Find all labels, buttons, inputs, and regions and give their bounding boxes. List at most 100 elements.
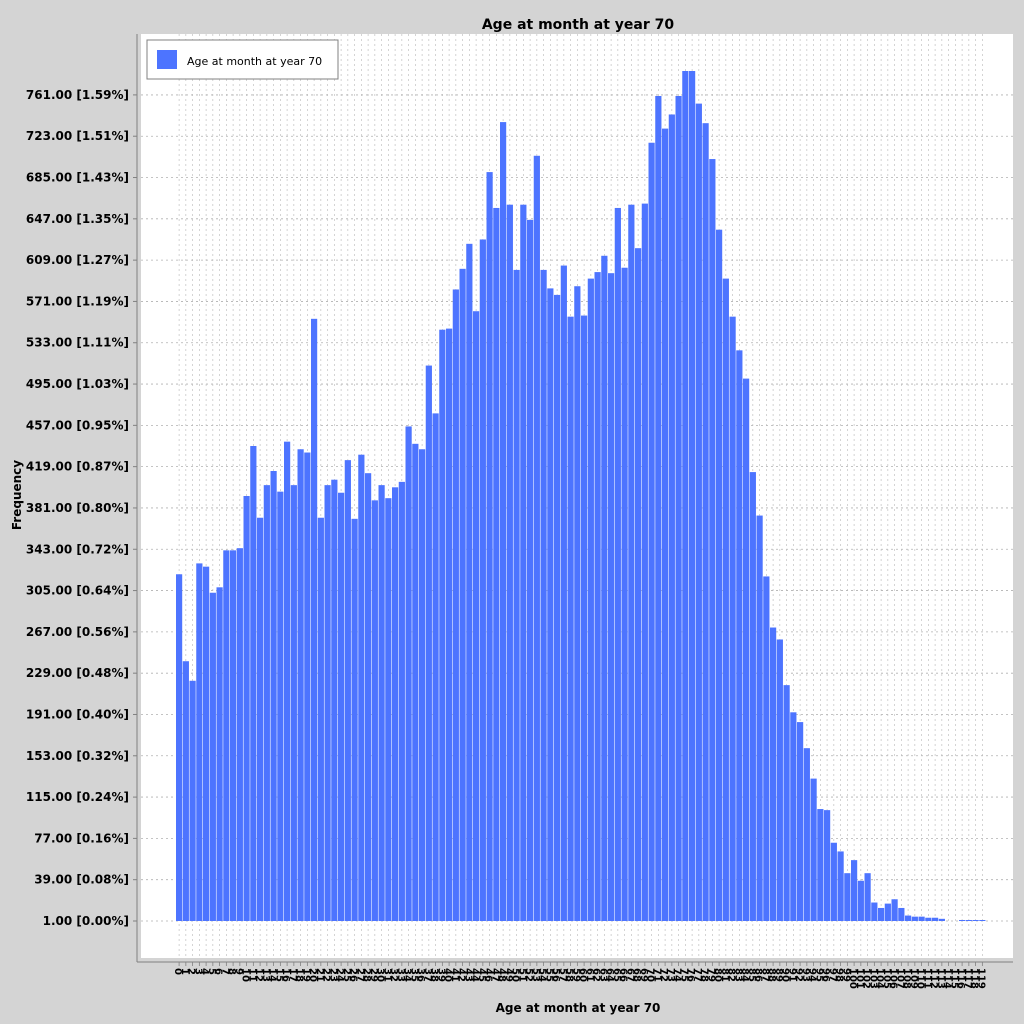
- x-tick-label: 36: [415, 968, 426, 982]
- y-tick-label: 609.00 [1.27%]: [26, 253, 129, 267]
- y-tick-label: 343.00 [0.72%]: [26, 542, 129, 556]
- x-tick-label: 62: [591, 968, 602, 982]
- bar-109: [911, 916, 918, 921]
- bar-86: [756, 515, 763, 921]
- y-tick-label: 39.00 [0.08%]: [34, 873, 129, 887]
- bar-36: [419, 449, 426, 921]
- bar-82: [729, 316, 736, 921]
- bar-56: [554, 294, 561, 921]
- bar-39: [439, 329, 446, 921]
- bar-107: [898, 907, 905, 921]
- bar-71: [655, 96, 662, 921]
- x-tick-label: 114: [942, 968, 953, 989]
- bar-84: [743, 378, 750, 921]
- x-tick-label: 93: [800, 968, 811, 982]
- x-tick-label: 37: [422, 968, 433, 982]
- x-tick-label: 99: [840, 968, 851, 982]
- bar-73: [668, 114, 675, 921]
- bar-101: [857, 880, 864, 921]
- bar-119: [979, 920, 986, 921]
- bar-91: [790, 712, 797, 921]
- x-tick-label: 91: [786, 968, 797, 982]
- x-tick-label: 7: [219, 968, 230, 975]
- y-tick-label: 457.00 [0.95%]: [26, 418, 129, 432]
- x-tick-label: 106: [888, 968, 899, 989]
- x-tick-label: 30: [375, 968, 386, 982]
- x-tick-label: 26: [348, 968, 359, 982]
- x-tick-label: 20: [307, 968, 318, 982]
- x-tick-label: 28: [361, 968, 372, 982]
- bar-13: [263, 485, 270, 921]
- bar-45: [479, 239, 486, 921]
- x-tick-label: 53: [530, 968, 541, 982]
- y-tick-label: 495.00 [1.03%]: [26, 377, 129, 391]
- bar-74: [675, 96, 682, 921]
- x-tick-label: 11: [246, 968, 257, 982]
- x-tick-label: 51: [516, 968, 527, 982]
- x-tick-label: 113: [935, 968, 946, 989]
- bar-23: [331, 479, 338, 921]
- y-tick-label: 153.00 [0.32%]: [26, 749, 129, 763]
- x-tick-label: 10: [240, 968, 251, 982]
- bar-61: [587, 278, 594, 921]
- bar-29: [371, 500, 378, 921]
- x-tick-label: 47: [489, 968, 500, 982]
- x-tick-label: 70: [645, 968, 656, 982]
- bar-5: [209, 592, 216, 921]
- x-tick-label: 22: [321, 968, 332, 982]
- x-tick-label: 80: [712, 968, 723, 982]
- bar-111: [925, 917, 932, 921]
- bar-112: [932, 917, 939, 921]
- bar-83: [736, 350, 743, 921]
- x-tick-label: 115: [948, 968, 959, 989]
- bar-0: [176, 574, 183, 921]
- x-tick-label: 9: [233, 968, 244, 975]
- x-tick-label: 54: [537, 968, 548, 982]
- bar-9: [236, 548, 243, 921]
- bar-103: [871, 902, 878, 921]
- y-ticks: 1.00 [0.00%] 39.00 [0.08%] 77.00 [0.16%] 11…: [26, 88, 137, 928]
- bar-72: [662, 128, 669, 921]
- bar-37: [425, 365, 432, 922]
- bar-88: [770, 627, 777, 921]
- bar-28: [365, 473, 372, 921]
- bar-19: [304, 452, 311, 921]
- x-tick-label: 72: [658, 968, 669, 982]
- x-tick-label: 75: [678, 968, 689, 982]
- bar-94: [810, 778, 817, 921]
- x-tick-label: 55: [543, 968, 554, 982]
- bar-27: [358, 454, 365, 921]
- legend-label: Age at month at year 70: [187, 55, 322, 68]
- bar-89: [776, 639, 783, 921]
- x-ticks: 0123456789101112131415161718192021222324…: [172, 962, 986, 989]
- x-tick-label: 27: [354, 968, 365, 982]
- x-tick-label: 83: [732, 968, 743, 982]
- x-tick-label: 50: [510, 968, 521, 982]
- x-tick-label: 2: [186, 968, 197, 975]
- bar-40: [446, 328, 453, 921]
- x-tick-label: 34: [402, 968, 413, 982]
- bar-80: [716, 229, 723, 921]
- bar-108: [905, 915, 912, 921]
- bar-31: [385, 498, 392, 921]
- x-tick-label: 101: [854, 968, 865, 989]
- x-tick-label: 1: [179, 968, 190, 975]
- bar-49: [506, 204, 513, 921]
- bar-17: [290, 485, 297, 921]
- bar-90: [783, 685, 790, 921]
- x-tick-label: 12: [253, 968, 264, 982]
- y-axis-label: Frequency: [10, 460, 24, 530]
- bar-98: [837, 851, 844, 921]
- y-tick-label: 1.00 [0.00%]: [43, 914, 129, 928]
- x-tick-label: 61: [584, 968, 595, 982]
- x-tick-label: 19: [300, 968, 311, 982]
- bar-77: [695, 103, 702, 921]
- x-tick-label: 97: [827, 968, 838, 982]
- legend-swatch: [157, 50, 177, 69]
- y-tick-label: 191.00 [0.40%]: [26, 707, 129, 721]
- bar-43: [466, 243, 473, 922]
- legend-box: [146, 39, 339, 80]
- x-tick-label: 18: [294, 968, 305, 982]
- y-tick-label: 723.00 [1.51%]: [26, 129, 129, 143]
- x-tick-label: 44: [469, 968, 480, 982]
